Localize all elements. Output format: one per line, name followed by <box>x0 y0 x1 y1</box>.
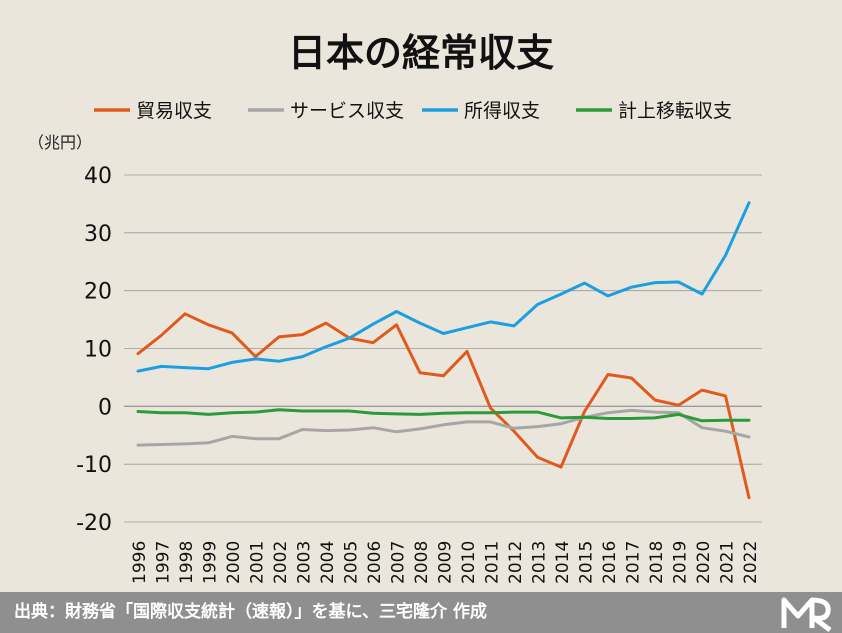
y-tick-label: 40 <box>84 164 112 189</box>
y-tick-label: 10 <box>84 338 112 363</box>
x-tick-label: 1999 <box>201 541 221 584</box>
x-tick-label: 2018 <box>647 541 667 584</box>
y-tick-label: 0 <box>98 395 112 420</box>
x-tick-label: 2014 <box>553 541 573 584</box>
x-tick-label: 2022 <box>741 541 761 584</box>
x-tick-label: 2016 <box>600 541 620 584</box>
legend-label: 計上移転収支 <box>618 100 732 122</box>
footer: 出典：財務省「国際収支統計（速報）」を基に、三宅隆介 作成 <box>0 592 842 633</box>
y-unit-label: （兆円） <box>28 133 92 152</box>
x-tick-label: 1998 <box>177 541 197 584</box>
x-tick-label: 2009 <box>436 541 456 584</box>
legend-label: 貿易収支 <box>136 100 212 122</box>
legend-label: 所得収支 <box>464 100 540 122</box>
x-tick-label: 2004 <box>318 541 338 584</box>
y-tick-label: -20 <box>76 511 112 536</box>
x-tick-label: 2020 <box>694 541 714 584</box>
x-tick-label: 2012 <box>506 541 526 584</box>
series-line-3 <box>136 201 751 373</box>
series-line-2 <box>136 408 751 447</box>
x-tick-label: 2008 <box>412 541 432 584</box>
x-tick-label: 2006 <box>365 541 385 584</box>
y-tick-label: -10 <box>76 453 112 478</box>
x-tick-label: 2017 <box>624 541 644 584</box>
x-tick-label: 1996 <box>130 541 150 584</box>
x-tick-label: 2002 <box>271 541 291 584</box>
x-tick-label: 2011 <box>483 541 503 584</box>
plot-lines <box>136 201 751 500</box>
x-tick-label: 2001 <box>248 541 268 584</box>
x-tick-label: 2021 <box>718 541 738 584</box>
legend: 貿易収支 サービス収支 所得収支 計上移転収支 <box>94 100 732 122</box>
x-tick-label: 2005 <box>342 541 362 584</box>
x-axis: 1996 1997 1998 1999 2000 2001 2002 2003 2004 2005… <box>130 541 761 584</box>
chart-title: 日本の経常収支 <box>288 31 554 75</box>
y-tick-label: 30 <box>84 222 112 247</box>
x-tick-label: 2019 <box>671 541 691 584</box>
x-tick-label: 2007 <box>389 541 409 584</box>
x-tick-label: 2003 <box>295 541 315 584</box>
x-tick-label: 2000 <box>224 541 244 584</box>
y-axis: 40 30 20 10 0 -10 -20 <box>76 164 112 536</box>
source-note: 出典：財務省「国際収支統計（速報）」を基に、三宅隆介 作成 <box>14 602 487 622</box>
x-tick-label: 2013 <box>530 541 550 584</box>
grid <box>124 174 762 523</box>
x-tick-label: 2015 <box>577 541 597 584</box>
x-tick-label: 2010 <box>459 541 479 584</box>
x-tick-label: 1997 <box>154 541 174 584</box>
y-tick-label: 20 <box>84 280 112 305</box>
logo <box>781 597 832 632</box>
chart-area: 日本の経常収支 貿易収支 サービス収支 所得収支 計上移転収支 （兆円） 40 30 20… <box>28 31 762 584</box>
legend-label: サービス収支 <box>290 100 404 122</box>
series-line-1 <box>136 312 751 500</box>
series-line-4 <box>136 408 751 423</box>
